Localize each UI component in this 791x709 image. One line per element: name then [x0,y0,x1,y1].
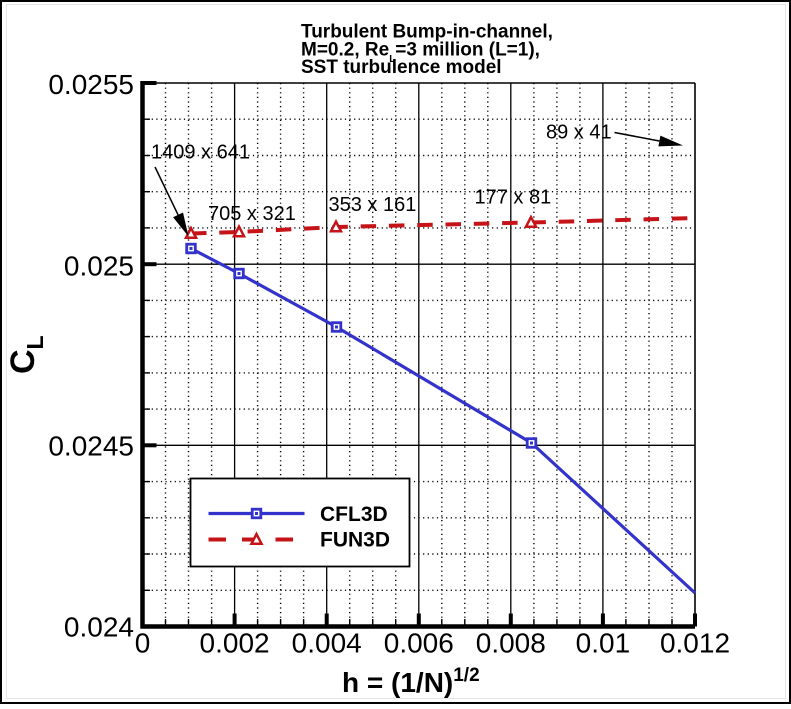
svg-text:89 x 41: 89 x 41 [546,122,612,144]
svg-text:0.004: 0.004 [292,628,362,659]
svg-text:0: 0 [135,628,151,659]
svg-text:705 x 321: 705 x 321 [208,203,296,225]
svg-text:1409 x 641: 1409 x 641 [151,142,250,164]
svg-text:0.002: 0.002 [200,628,270,659]
svg-text:FUN3D: FUN3D [320,529,390,552]
svg-text:0.024: 0.024 [64,612,134,643]
svg-text:0.008: 0.008 [476,628,546,659]
svg-text:0.006: 0.006 [384,628,454,659]
svg-text:Turbulent Bump-in-channel,: Turbulent Bump-in-channel, [301,22,553,43]
svg-text:353 x 161: 353 x 161 [329,194,417,216]
svg-text:0.01: 0.01 [576,628,631,659]
svg-text:0.0255: 0.0255 [48,69,134,100]
svg-text:0.0245: 0.0245 [48,430,134,461]
svg-text:CFL3D: CFL3D [320,503,388,526]
svg-text:0.012: 0.012 [660,628,730,659]
svg-text:177 x 81: 177 x 81 [475,187,552,209]
svg-text:0.025: 0.025 [64,251,134,282]
svg-text:SST turbulence model: SST turbulence model [301,57,502,78]
